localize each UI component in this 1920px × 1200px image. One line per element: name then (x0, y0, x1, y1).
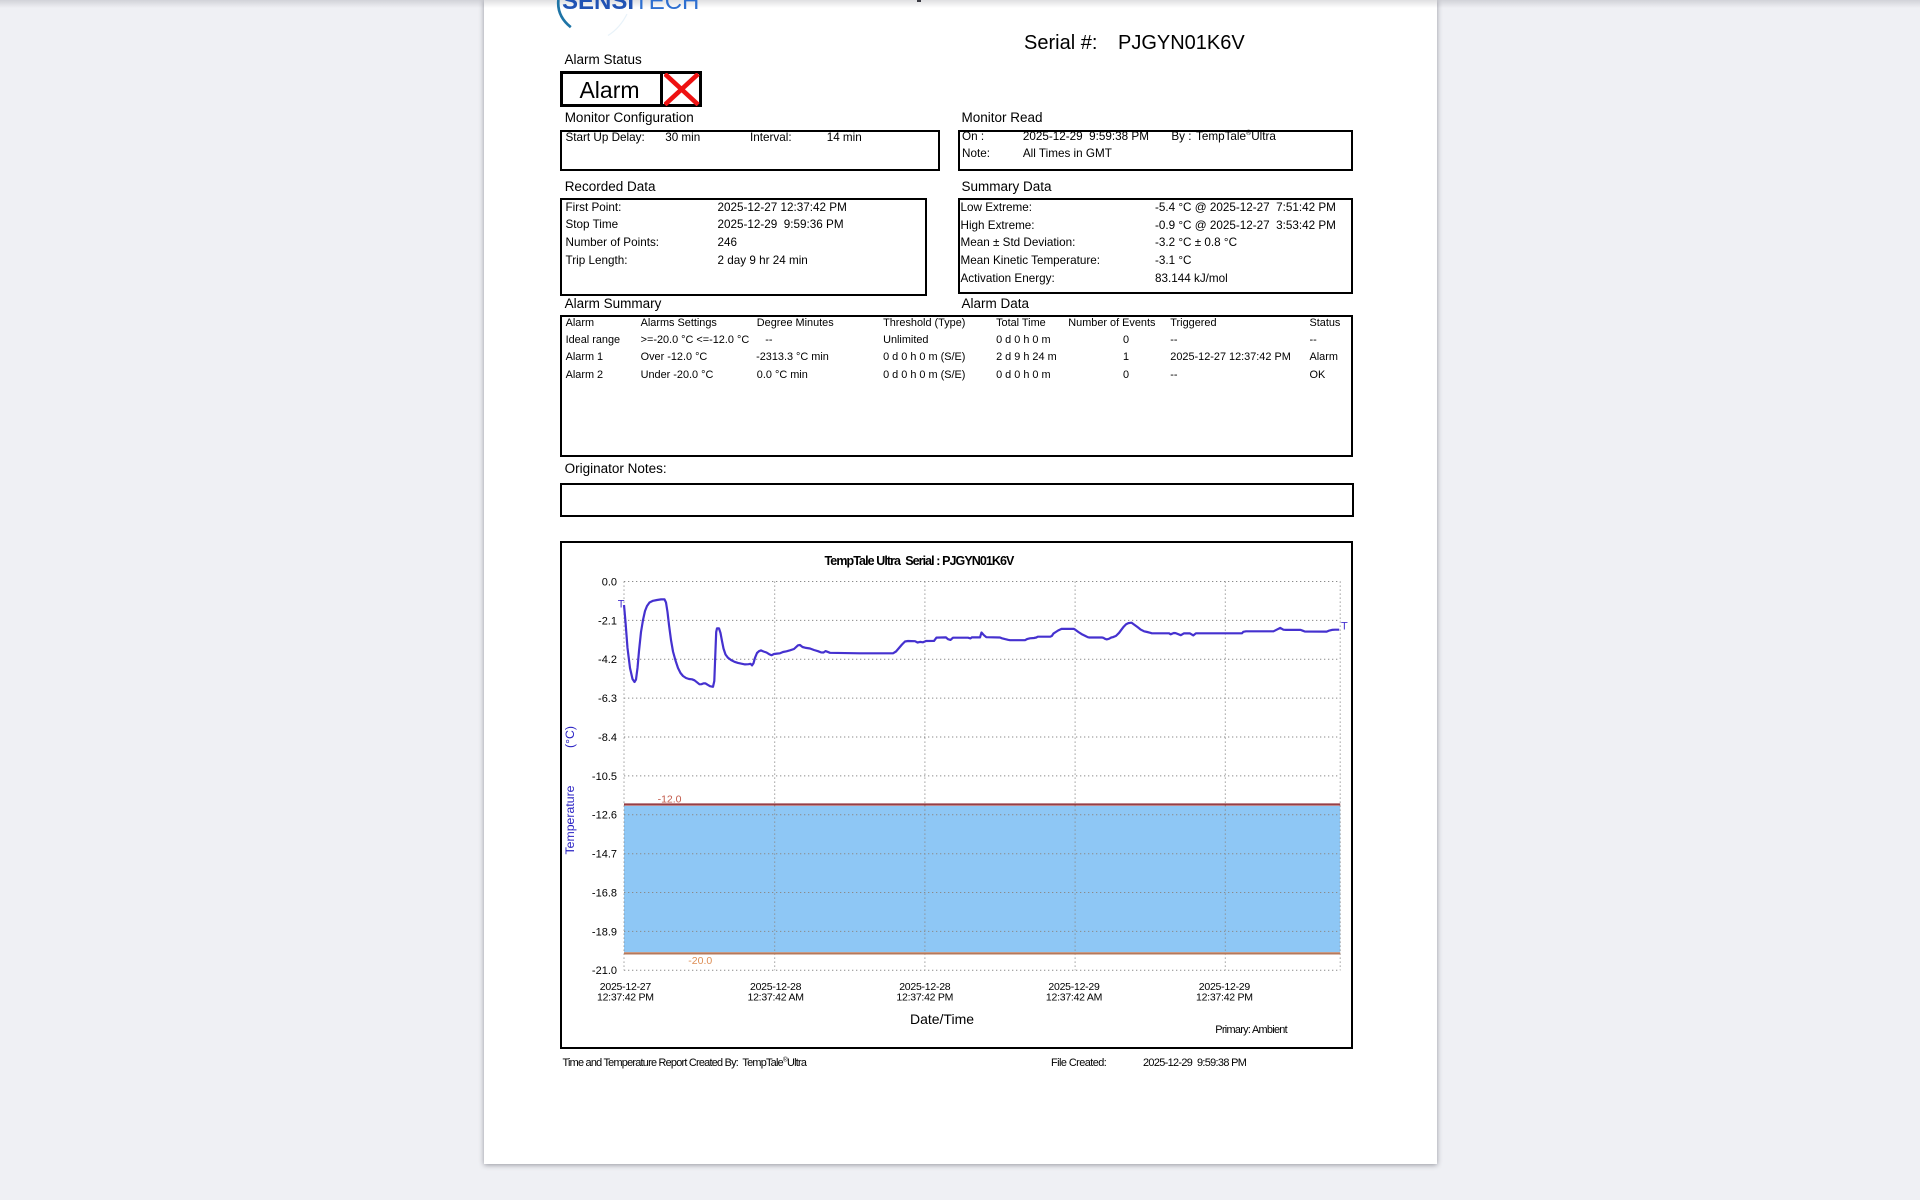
svg-text:-18.9: -18.9 (592, 926, 617, 938)
svg-text:-16.8: -16.8 (592, 887, 617, 899)
svg-text:2025-12-27: 2025-12-27 (600, 981, 652, 993)
svg-text:T: T (618, 599, 625, 611)
svg-text:12:37:42 PM: 12:37:42 PM (896, 992, 953, 1004)
svg-text:-2.1: -2.1 (598, 615, 617, 627)
svg-text:-10.5: -10.5 (592, 771, 617, 783)
svg-text:-14.7: -14.7 (592, 849, 617, 861)
svg-text:12:37:42 AM: 12:37:42 AM (1046, 992, 1102, 1004)
svg-text:-8.4: -8.4 (598, 732, 617, 744)
svg-text:2025-12-29: 2025-12-29 (1048, 981, 1100, 993)
svg-text:-4.2: -4.2 (598, 654, 617, 666)
svg-text:-12.6: -12.6 (592, 810, 617, 822)
svg-text:-21.0: -21.0 (592, 965, 617, 977)
svg-text:0.0: 0.0 (602, 576, 617, 588)
svg-text:12:37:42 AM: 12:37:42 AM (747, 992, 803, 1004)
svg-text:2025-12-28: 2025-12-28 (899, 981, 951, 993)
svg-text:-6.3: -6.3 (598, 693, 617, 705)
svg-text:12:37:42 PM: 12:37:42 PM (597, 992, 654, 1004)
svg-text:2025-12-29: 2025-12-29 (1199, 981, 1251, 993)
svg-text:12:37:42 PM: 12:37:42 PM (1196, 992, 1253, 1004)
svg-text:-12.0: -12.0 (658, 793, 682, 805)
svg-text:T: T (1341, 621, 1348, 633)
svg-text:2025-12-28: 2025-12-28 (750, 981, 802, 993)
svg-text:-20.0: -20.0 (688, 955, 712, 967)
